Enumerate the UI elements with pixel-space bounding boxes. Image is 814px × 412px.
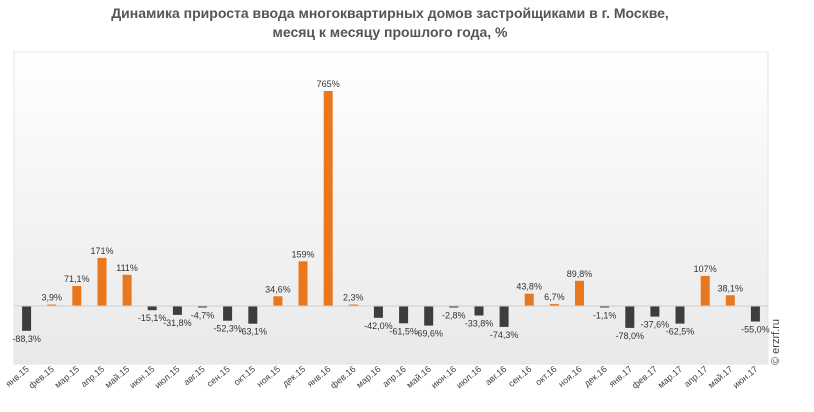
x-tick-label: апр.17 bbox=[682, 364, 709, 389]
data-label: 71,1% bbox=[64, 274, 90, 284]
data-label: -31,8% bbox=[163, 318, 192, 328]
bar-дек.16 bbox=[600, 306, 610, 308]
bar-сен.16 bbox=[524, 293, 534, 306]
bar-май.15 bbox=[122, 274, 132, 306]
x-tick-label: май.17 bbox=[706, 364, 734, 390]
data-label: -88,3% bbox=[12, 334, 41, 344]
data-label: -1,1% bbox=[593, 311, 617, 321]
x-tick-label: июн.16 bbox=[429, 364, 458, 390]
data-label: 89,8% bbox=[567, 269, 593, 279]
x-tick-label: май.16 bbox=[405, 364, 433, 390]
data-label: -62,5% bbox=[666, 327, 695, 337]
x-tick-label: июн.15 bbox=[128, 364, 157, 390]
data-label: 38,1% bbox=[718, 283, 744, 293]
x-tick-label: апр.15 bbox=[79, 364, 106, 389]
bar-фев.15 bbox=[47, 304, 57, 306]
bar-июн.17 bbox=[750, 306, 760, 322]
bar-авг.15 bbox=[198, 306, 207, 308]
data-label: -4,7% bbox=[191, 311, 215, 321]
data-label: 765% bbox=[317, 79, 340, 89]
x-tick-label: сен.15 bbox=[205, 364, 232, 389]
bar-июл.16 bbox=[474, 306, 484, 316]
bar-июл.15 bbox=[172, 306, 182, 315]
data-label: -74,3% bbox=[490, 330, 519, 340]
bar-янв.16 bbox=[323, 91, 333, 306]
data-label: 34,6% bbox=[265, 284, 291, 294]
data-label: -15,1% bbox=[138, 313, 167, 323]
data-label: -42,0% bbox=[364, 321, 393, 331]
data-label: 111% bbox=[116, 263, 138, 273]
x-tick-label: апр.16 bbox=[380, 364, 407, 389]
bar-фев.17 bbox=[650, 306, 660, 317]
x-tick-label: авг.15 bbox=[182, 364, 207, 387]
x-tick-label: ноя.15 bbox=[255, 364, 282, 389]
watermark: © erzrf.ru bbox=[770, 319, 782, 365]
x-tick-label: ноя.16 bbox=[556, 364, 583, 389]
data-label: -78,0% bbox=[616, 331, 645, 341]
chart-title: Динамика прироста ввода многоквартирных … bbox=[0, 4, 780, 42]
x-tick-label: мар.17 bbox=[656, 364, 684, 390]
bar-сен.15 bbox=[223, 306, 233, 321]
bar-апр.15 bbox=[97, 257, 107, 306]
bar-фев.16 bbox=[348, 304, 358, 306]
x-tick-label: авг.16 bbox=[483, 364, 508, 387]
x-tick-label: июл.15 bbox=[153, 364, 182, 391]
bar-янв.15 bbox=[22, 306, 32, 331]
bar-апр.17 bbox=[700, 275, 710, 306]
data-label: 43,8% bbox=[516, 282, 542, 292]
x-tick-label: окт.16 bbox=[533, 364, 558, 388]
data-label: 6,7% bbox=[544, 292, 565, 302]
data-label: -69,6% bbox=[414, 329, 443, 339]
bar-мар.17 bbox=[675, 306, 685, 324]
x-tick-label: мар.15 bbox=[53, 364, 81, 390]
x-tick-label: дек.15 bbox=[280, 364, 307, 389]
x-tick-label: мар.16 bbox=[354, 364, 382, 390]
x-tick-label: янв.17 bbox=[607, 364, 634, 389]
chart-title-line1: Динамика прироста ввода многоквартирных … bbox=[111, 5, 669, 21]
x-tick-label: окт.15 bbox=[232, 364, 257, 388]
data-label: 107% bbox=[694, 264, 717, 274]
bar-янв.17 bbox=[625, 306, 635, 328]
x-tick-label: янв.15 bbox=[4, 364, 31, 389]
bar-окт.15 bbox=[248, 306, 258, 324]
x-tick-label: фев.15 bbox=[27, 364, 56, 391]
bar-май.16 bbox=[424, 306, 434, 326]
x-tick-label: фев.17 bbox=[630, 364, 659, 391]
chart-title-line2: месяц к месяцу прошлого года, % bbox=[272, 24, 508, 40]
plot-area bbox=[13, 51, 769, 365]
bar-авг.16 bbox=[499, 306, 509, 327]
data-label: -52,3% bbox=[213, 324, 242, 334]
bar-ноя.16 bbox=[575, 280, 584, 306]
bar-мар.16 bbox=[373, 306, 383, 318]
data-label: 159% bbox=[291, 249, 314, 259]
data-label: -33,8% bbox=[465, 319, 494, 329]
bar-май.17 bbox=[725, 295, 735, 306]
x-tick-label: дек.16 bbox=[582, 364, 609, 389]
bar-апр.16 bbox=[399, 306, 409, 324]
x-tick-label: фев.16 bbox=[328, 364, 357, 391]
x-tick-label: май.15 bbox=[103, 364, 131, 390]
data-label: -61,5% bbox=[389, 326, 418, 336]
data-label: -37,6% bbox=[641, 320, 670, 330]
x-tick-label: янв.16 bbox=[305, 364, 332, 389]
data-label: 171% bbox=[90, 246, 113, 256]
data-label: 3,9% bbox=[41, 293, 62, 303]
bar-ноя.15 bbox=[273, 296, 283, 306]
x-tick-label: июн.17 bbox=[731, 364, 760, 390]
bar-дек.15 bbox=[298, 261, 308, 306]
data-label: -2,8% bbox=[442, 311, 466, 321]
data-label: -55,0% bbox=[741, 325, 770, 335]
x-tick-label: сен.16 bbox=[506, 364, 533, 389]
data-label: -63,1% bbox=[239, 327, 268, 337]
data-label: 2,3% bbox=[343, 293, 364, 303]
bar-июн.16 bbox=[449, 306, 459, 308]
bar-июн.15 bbox=[147, 306, 157, 311]
bar-окт.16 bbox=[549, 304, 559, 306]
bar-мар.15 bbox=[72, 286, 82, 306]
x-tick-label: июл.16 bbox=[454, 364, 483, 391]
